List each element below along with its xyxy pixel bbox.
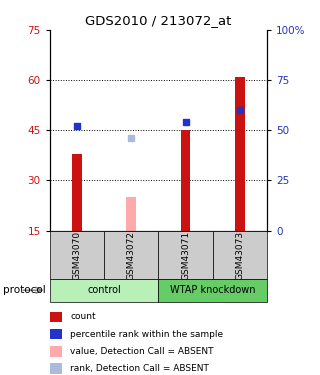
Bar — [72, 154, 82, 231]
Text: WTAP knockdown: WTAP knockdown — [170, 285, 256, 295]
Bar — [126, 197, 136, 231]
Text: value, Detection Call = ABSENT: value, Detection Call = ABSENT — [70, 347, 214, 356]
Text: GSM43073: GSM43073 — [236, 230, 244, 280]
Text: GSM43072: GSM43072 — [127, 231, 136, 279]
Text: count: count — [70, 312, 96, 321]
Bar — [158, 279, 267, 302]
Text: percentile rank within the sample: percentile rank within the sample — [70, 330, 224, 339]
Bar — [50, 231, 104, 279]
Bar — [50, 279, 158, 302]
Text: GSM43071: GSM43071 — [181, 230, 190, 280]
Text: GSM43070: GSM43070 — [72, 230, 81, 280]
Text: protocol: protocol — [3, 285, 46, 295]
Bar — [158, 231, 213, 279]
Bar — [104, 231, 158, 279]
Bar — [235, 77, 245, 231]
Bar — [213, 231, 267, 279]
Title: GDS2010 / 213072_at: GDS2010 / 213072_at — [85, 15, 232, 27]
Text: rank, Detection Call = ABSENT: rank, Detection Call = ABSENT — [70, 364, 209, 373]
Text: control: control — [87, 285, 121, 295]
Bar — [181, 130, 190, 231]
